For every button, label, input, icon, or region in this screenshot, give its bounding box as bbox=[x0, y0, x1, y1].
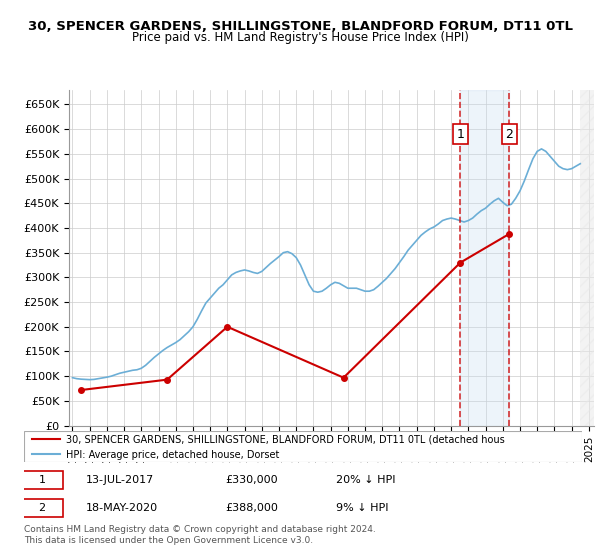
Text: Price paid vs. HM Land Registry's House Price Index (HPI): Price paid vs. HM Land Registry's House … bbox=[131, 31, 469, 44]
Text: 1: 1 bbox=[457, 128, 464, 141]
Text: 30, SPENCER GARDENS, SHILLINGSTONE, BLANDFORD FORUM, DT11 0TL (detached hous: 30, SPENCER GARDENS, SHILLINGSTONE, BLAN… bbox=[66, 435, 505, 445]
Text: 2: 2 bbox=[505, 128, 513, 141]
Text: 2: 2 bbox=[38, 503, 46, 513]
Text: 9% ↓ HPI: 9% ↓ HPI bbox=[337, 503, 389, 513]
Bar bbox=[460, 90, 509, 426]
Text: 1: 1 bbox=[38, 475, 46, 486]
Text: £330,000: £330,000 bbox=[225, 475, 278, 486]
Text: Contains HM Land Registry data © Crown copyright and database right 2024.
This d: Contains HM Land Registry data © Crown c… bbox=[24, 525, 376, 545]
Text: 20% ↓ HPI: 20% ↓ HPI bbox=[337, 475, 396, 486]
FancyBboxPatch shape bbox=[21, 472, 63, 489]
FancyBboxPatch shape bbox=[24, 431, 582, 462]
Text: 18-MAY-2020: 18-MAY-2020 bbox=[85, 503, 158, 513]
Text: 30, SPENCER GARDENS, SHILLINGSTONE, BLANDFORD FORUM, DT11 0TL: 30, SPENCER GARDENS, SHILLINGSTONE, BLAN… bbox=[28, 20, 572, 32]
FancyBboxPatch shape bbox=[21, 499, 63, 517]
Text: HPI: Average price, detached house, Dorset: HPI: Average price, detached house, Dors… bbox=[66, 450, 279, 460]
Text: 13-JUL-2017: 13-JUL-2017 bbox=[85, 475, 154, 486]
Bar bbox=[580, 90, 594, 426]
Text: £388,000: £388,000 bbox=[225, 503, 278, 513]
